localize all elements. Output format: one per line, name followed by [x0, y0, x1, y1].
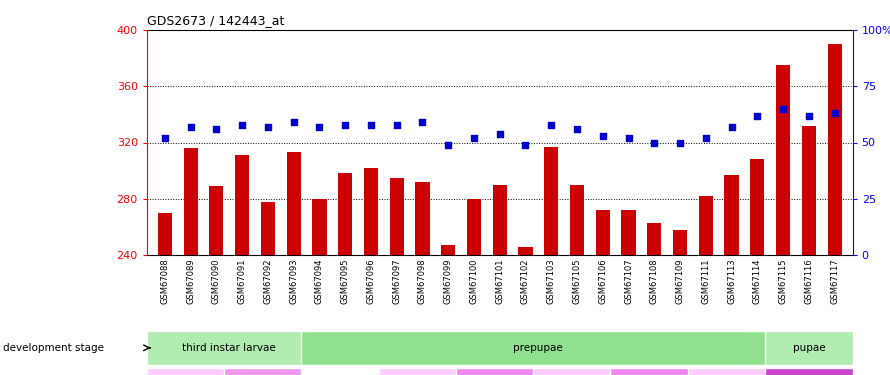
Point: [183, 124, 198, 130]
Text: GSM67111: GSM67111: [701, 259, 710, 304]
Bar: [416, 182, 430, 255]
Bar: [302, 368, 389, 375]
Text: GSM67098: GSM67098: [418, 259, 427, 304]
Bar: [235, 155, 249, 255]
Point: [544, 122, 558, 128]
Point: [802, 112, 816, 118]
Text: GSM67097: GSM67097: [392, 259, 401, 304]
Text: GSM67113: GSM67113: [727, 259, 736, 304]
Text: GSM67101: GSM67101: [495, 259, 505, 304]
Bar: [312, 199, 327, 255]
Bar: [147, 331, 312, 365]
Point: [416, 119, 430, 125]
Text: GSM67091: GSM67091: [238, 259, 247, 304]
Text: GSM67114: GSM67114: [753, 259, 762, 304]
Bar: [673, 230, 687, 255]
Point: [312, 124, 327, 130]
Bar: [390, 178, 404, 255]
Point: [518, 142, 532, 148]
Point: [647, 140, 661, 146]
Text: GSM67107: GSM67107: [624, 259, 633, 304]
Text: GSM67106: GSM67106: [598, 259, 607, 304]
Bar: [364, 168, 378, 255]
Point: [158, 135, 172, 141]
Point: [776, 106, 790, 112]
Bar: [750, 159, 765, 255]
Text: GSM67103: GSM67103: [546, 259, 555, 304]
Text: GSM67102: GSM67102: [521, 259, 530, 304]
Bar: [302, 331, 775, 365]
Text: third instar larvae: third instar larvae: [182, 343, 276, 353]
Bar: [518, 247, 532, 255]
Point: [287, 119, 301, 125]
Point: [699, 135, 713, 141]
Text: GSM67116: GSM67116: [805, 259, 813, 304]
Text: GSM67100: GSM67100: [470, 259, 479, 304]
Bar: [765, 368, 853, 375]
Point: [235, 122, 249, 128]
Text: GSM67109: GSM67109: [676, 259, 684, 304]
Point: [570, 126, 584, 132]
Bar: [611, 368, 698, 375]
Point: [364, 122, 378, 128]
Bar: [828, 44, 842, 255]
Text: GSM67117: GSM67117: [830, 259, 839, 304]
Bar: [776, 65, 790, 255]
Text: pupae: pupae: [792, 343, 825, 353]
Bar: [183, 148, 198, 255]
Bar: [765, 331, 853, 365]
Bar: [158, 213, 172, 255]
Text: GSM67099: GSM67099: [444, 259, 453, 304]
Text: GSM67094: GSM67094: [315, 259, 324, 304]
Point: [673, 140, 687, 146]
Point: [467, 135, 481, 141]
Bar: [147, 368, 234, 375]
Text: GSM67108: GSM67108: [650, 259, 659, 304]
Bar: [621, 210, 635, 255]
Point: [595, 133, 610, 139]
Bar: [595, 210, 610, 255]
Point: [750, 112, 765, 118]
Point: [338, 122, 352, 128]
Text: GSM67105: GSM67105: [572, 259, 581, 304]
Text: development stage: development stage: [3, 343, 103, 353]
Bar: [287, 152, 301, 255]
Text: GSM67090: GSM67090: [212, 259, 221, 304]
Point: [441, 142, 456, 148]
Point: [621, 135, 635, 141]
Bar: [493, 185, 506, 255]
Bar: [570, 185, 584, 255]
Bar: [456, 368, 544, 375]
Text: GDS2673 / 142443_at: GDS2673 / 142443_at: [147, 15, 284, 27]
Bar: [209, 186, 223, 255]
Bar: [802, 126, 816, 255]
Bar: [533, 368, 621, 375]
Bar: [338, 173, 352, 255]
Text: GSM67092: GSM67092: [263, 259, 272, 304]
Bar: [224, 368, 312, 375]
Point: [209, 126, 223, 132]
Bar: [647, 223, 661, 255]
Bar: [378, 368, 466, 375]
Bar: [467, 199, 481, 255]
Text: GSM67089: GSM67089: [186, 259, 195, 304]
Bar: [261, 202, 275, 255]
Text: GSM67088: GSM67088: [160, 259, 169, 305]
Bar: [688, 368, 775, 375]
Point: [724, 124, 739, 130]
Bar: [699, 196, 713, 255]
Text: GSM67115: GSM67115: [779, 259, 788, 304]
Text: GSM67093: GSM67093: [289, 259, 298, 304]
Text: GSM67096: GSM67096: [367, 259, 376, 304]
Point: [261, 124, 275, 130]
Bar: [724, 175, 739, 255]
Point: [390, 122, 404, 128]
Point: [493, 130, 507, 136]
Bar: [544, 147, 558, 255]
Bar: [441, 245, 456, 255]
Point: [828, 110, 842, 116]
Text: GSM67095: GSM67095: [341, 259, 350, 304]
Text: prepupae: prepupae: [514, 343, 563, 353]
